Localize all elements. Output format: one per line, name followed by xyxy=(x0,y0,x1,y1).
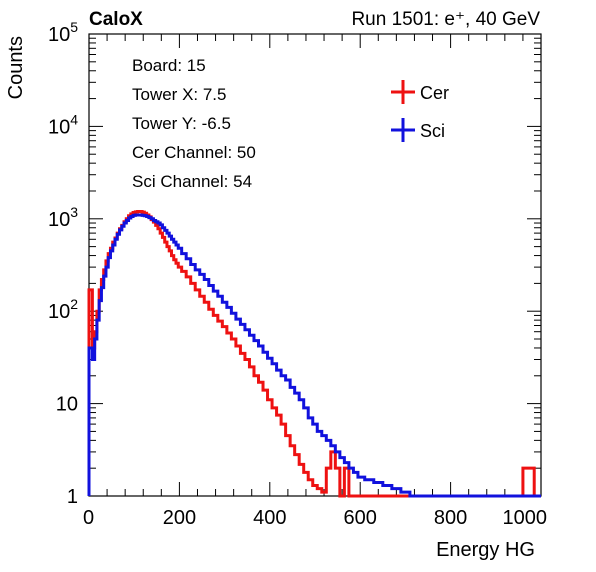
x-tick-label: 600 xyxy=(344,507,377,529)
info-box: Board: 15 Tower X: 7.5 Tower Y: -6.5 Cer… xyxy=(132,56,256,191)
legend-label-cer: Cer xyxy=(420,83,449,103)
info-sci-channel: Sci Channel: 54 xyxy=(132,172,252,191)
series-layer xyxy=(87,209,541,498)
x-tick-label: 400 xyxy=(253,507,286,529)
plot-frame xyxy=(88,33,542,497)
x-axis: 0 200 400 600 800 1000 xyxy=(83,34,547,529)
y-axis: 1 10 102 103 104 105 xyxy=(48,19,541,508)
x-tick-label: 1000 xyxy=(503,507,548,529)
info-tower-x: Tower X: 7.5 xyxy=(132,85,227,104)
y-tick-label: 10 xyxy=(56,394,78,416)
y-tick-label: 104 xyxy=(48,111,78,138)
x-axis-label: Energy HG xyxy=(436,539,535,561)
run-label: Run 1501: e⁺, 40 GeV xyxy=(351,9,540,30)
experiment-label: CaloX xyxy=(89,9,143,30)
legend-label-sci: Sci xyxy=(420,121,445,141)
info-tower-y: Tower Y: -6.5 xyxy=(132,114,231,133)
info-board: Board: 15 xyxy=(132,56,206,75)
y-axis-label: Counts xyxy=(5,36,27,99)
info-cer-channel: Cer Channel: 50 xyxy=(132,143,256,162)
y-tick-label: 102 xyxy=(48,296,78,323)
y-tick-label: 1 xyxy=(67,486,78,508)
x-tick-label: 800 xyxy=(434,507,467,529)
series-cer-histogram xyxy=(87,209,541,498)
y-tick-label: 105 xyxy=(48,19,78,46)
y-tick-label: 103 xyxy=(48,204,78,231)
x-tick-label: 200 xyxy=(163,507,196,529)
legend: Cer Sci xyxy=(391,80,449,142)
x-tick-label: 0 xyxy=(83,507,94,529)
series-sci-histogram xyxy=(87,213,541,498)
